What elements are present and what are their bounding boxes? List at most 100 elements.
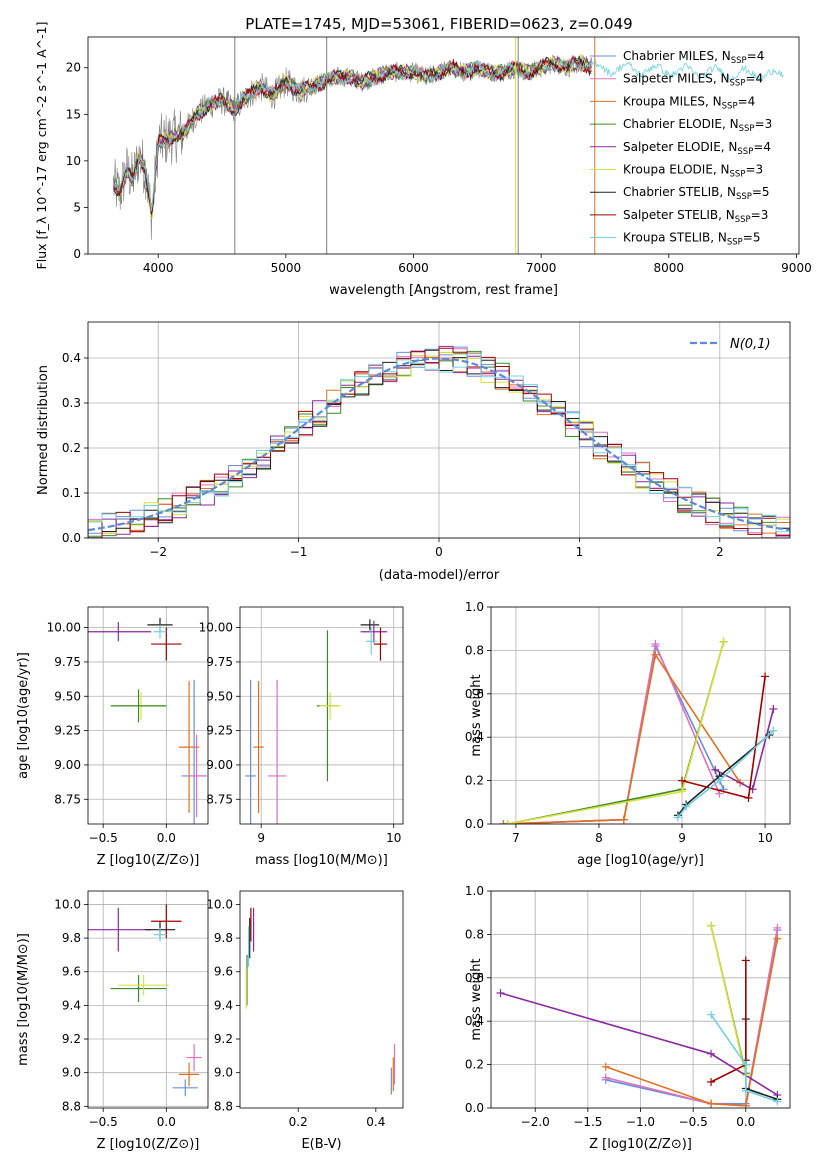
x-axis-label: E(B-V)	[301, 1137, 341, 1152]
y-tick-label: 9.2	[62, 1032, 81, 1046]
massweight-line	[710, 925, 747, 1076]
x-axis-label: Z [log10(Z/Z⊙)]	[97, 853, 200, 868]
y-tick-label: 0.2	[465, 1058, 484, 1072]
x-axis-label: Z [log10(Z/Z⊙)]	[589, 1137, 692, 1152]
x-tick-label: 7	[512, 831, 520, 845]
errorbars	[88, 617, 207, 824]
x-axis-label: age [log10(age/yr)]	[577, 853, 704, 868]
y-tick-label: 5	[73, 200, 81, 214]
y-tick-label: 9.25	[206, 724, 233, 738]
y-tick-label: 0.0	[62, 531, 81, 545]
massweight-lines	[496, 921, 782, 1108]
y-tick-label: 9.2	[214, 1032, 233, 1046]
histogram-panel: −2 −1 0 1 2 0.0 0.1 0.2 0.3 0.4 (data-model)/error…	[36, 321, 791, 583]
y-tick-label: 0.6	[465, 687, 484, 701]
errorbar-panel: 9 10 8.75 9.00 9.25 9.50 9.75 10.00 mass [log10(…	[199, 606, 404, 868]
massweight-panel: 7 8 9 10 0.0 0.2 0.4 0.6 0.8 1.0 age [log10(age/yr…	[465, 600, 791, 868]
y-tick-label: 10.00	[199, 621, 233, 635]
legend-label: Kroupa MILES, NSSP=4	[623, 94, 755, 111]
y-tick-label: 1.0	[465, 600, 484, 614]
errorbars	[245, 619, 388, 824]
y-tick-label: 15	[66, 107, 81, 121]
errorbar-panel: 0.2 0.4 8.8 9.0 9.2 9.4 9.6 9.8 10.0 E(B-V)	[206, 890, 404, 1152]
x-tick-label: 7000	[526, 261, 557, 275]
massweight-line	[503, 641, 721, 824]
y-tick-label: 0.6	[465, 971, 484, 985]
axes-frame	[87, 321, 791, 539]
x-tick-label: 6000	[398, 261, 429, 275]
y-tick-label: 9.8	[214, 931, 233, 945]
model-spectrum-line	[113, 57, 592, 214]
x-tick-label: 10	[386, 831, 401, 845]
legend-label: Chabrier ELODIE, NSSP=3	[623, 117, 772, 134]
y-tick-label: 9.75	[206, 655, 233, 669]
x-tick-label: −1	[290, 545, 308, 559]
x-tick-label: −1.0	[626, 1115, 655, 1129]
x-axis-label: Z [log10(Z/Z⊙)]	[97, 1137, 200, 1152]
panels: 4000 5000 6000 7000 8000 900005101520waveleng…	[16, 22, 812, 1152]
massweight-line	[605, 938, 779, 1107]
y-tick-label: 0.3	[62, 396, 81, 410]
axes-frame	[239, 606, 404, 825]
legend-label: Kroupa ELODIE, NSSP=3	[623, 163, 763, 180]
y-tick-label: 1.0	[465, 884, 484, 898]
y-tick-label: 10	[66, 154, 81, 168]
massweight-line	[677, 734, 770, 816]
x-tick-label: 8000	[654, 261, 685, 275]
y-tick-label: 0.8	[465, 643, 484, 657]
y-tick-label: 20	[66, 61, 81, 75]
axes-frame	[87, 606, 209, 825]
x-tick-label: −0.5	[89, 1115, 118, 1129]
legend-label: N(0,1)	[730, 337, 771, 352]
x-tick-label: −2.0	[521, 1115, 550, 1129]
x-tick-label: 0	[435, 545, 443, 559]
y-tick-label: 9.4	[62, 998, 81, 1012]
y-tick-label: 8.75	[54, 792, 81, 806]
y-tick-label: 0.2	[62, 441, 81, 455]
y-tick-label: 10.00	[47, 621, 81, 635]
massweight-panel: −2.0 −1.5 −1.0 −0.5 0.0 0.0 0.2 0.4 0.6 0.8 1.0 Z […	[465, 884, 791, 1152]
x-tick-label: 5000	[271, 261, 302, 275]
legend-label: Chabrier STELIB, NSSP=5	[623, 185, 770, 202]
model-spectrum-line	[113, 59, 784, 212]
y-tick-label: 10.0	[54, 897, 81, 911]
x-tick-label: 8	[595, 831, 603, 845]
y-tick-label: 9.6	[62, 965, 81, 979]
massweight-lines	[499, 637, 778, 824]
y-tick-label: 10.0	[206, 897, 233, 911]
x-tick-label: 4000	[143, 261, 174, 275]
x-tick-label: −2	[149, 545, 167, 559]
y-tick-label: 8.75	[206, 792, 233, 806]
histogram-lines	[88, 345, 790, 538]
axes-frame	[239, 890, 404, 1109]
spectrum-panel: 4000 5000 6000 7000 8000 9000 0 5 10 15 20 waveleng…	[34, 22, 812, 298]
x-tick-label: −0.5	[89, 831, 118, 845]
errorbars	[88, 904, 202, 1097]
observed-spectrum-line	[113, 54, 593, 240]
y-tick-label: 9.25	[54, 724, 81, 738]
massweight-line	[503, 643, 725, 824]
y-tick-label: 9.00	[206, 758, 233, 772]
massweight-line	[503, 652, 741, 824]
legend-label: Chabrier MILES, NSSP=4	[623, 49, 764, 66]
x-tick-label: 0.0	[736, 1115, 755, 1129]
histogram-step-line	[88, 347, 790, 538]
x-axis-label: mass [log10(M/M⊙)]	[255, 853, 388, 868]
x-tick-label: 9	[678, 831, 686, 845]
legend-label: Salpeter MILES, NSSP=4	[623, 72, 763, 89]
y-tick-label: 9.50	[54, 689, 81, 703]
massweight-line	[500, 992, 778, 1096]
y-tick-label: 9.8	[62, 931, 81, 945]
y-axis-label: Flux [f_λ 10^-17 erg cm^-2 s^-1 A^-1]	[34, 22, 49, 270]
axes-frame	[87, 36, 800, 255]
y-tick-label: 9.75	[54, 655, 81, 669]
spectrum-lines	[113, 37, 784, 254]
normal-curve	[88, 357, 790, 532]
y-tick-label: 8.8	[214, 1099, 233, 1113]
x-tick-label: 9000	[781, 261, 812, 275]
y-tick-label: 0.8	[465, 927, 484, 941]
x-tick-label: 0.0	[157, 1115, 176, 1129]
axes-frame	[490, 890, 791, 1109]
x-axis-label: (data-model)/error	[379, 568, 500, 583]
legend-label: Salpeter STELIB, NSSP=3	[623, 208, 768, 225]
